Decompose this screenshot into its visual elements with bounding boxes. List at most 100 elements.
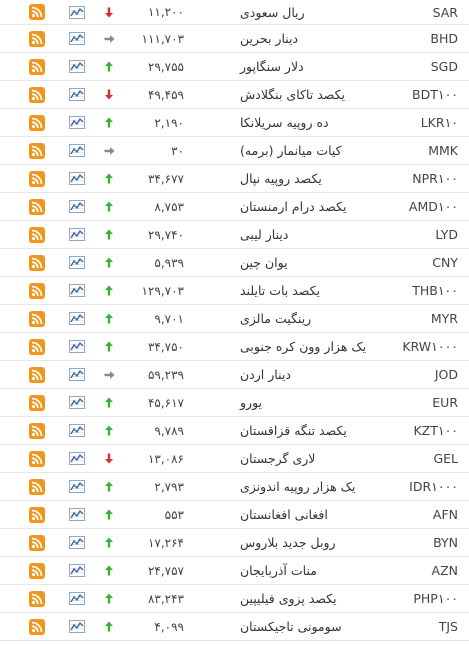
rss-icon[interactable]	[29, 114, 45, 131]
price-value: ۵۵۳	[164, 507, 184, 522]
rss-icon[interactable]	[29, 478, 45, 495]
rss-icon[interactable]	[29, 4, 45, 20]
rss-icon[interactable]	[29, 506, 45, 523]
rss-icon[interactable]	[29, 254, 45, 271]
price-value: ۱۳,۰۸۶	[147, 451, 184, 466]
table-row: ۲,۷۹۳ یک هزار روپیه اندونزی IDR۱۰۰۰	[0, 473, 469, 501]
chart-cell	[68, 25, 86, 52]
currency-name: یکصد بات تایلند	[240, 283, 321, 298]
rss-icon[interactable]	[29, 394, 45, 411]
line-chart-icon[interactable]	[69, 368, 85, 381]
line-chart-icon[interactable]	[69, 312, 85, 325]
line-chart-icon[interactable]	[69, 424, 85, 437]
currency-code: SGD	[430, 59, 458, 74]
line-chart-icon[interactable]	[69, 32, 85, 45]
rss-icon[interactable]	[29, 450, 45, 467]
price-value: ۳۰	[171, 143, 184, 158]
rss-icon[interactable]	[29, 58, 45, 75]
trend-cell	[102, 0, 116, 24]
chart-cell	[68, 165, 86, 192]
arrow-up-icon	[104, 229, 114, 240]
rss-icon[interactable]	[29, 198, 45, 215]
currency-code: AMD۱۰۰	[408, 199, 458, 214]
line-chart-icon[interactable]	[69, 592, 85, 605]
table-row: ۲۴,۷۵۷ منات آذربایجان AZN	[0, 557, 469, 585]
currency-code: AZN	[431, 563, 458, 578]
trend-cell	[102, 53, 116, 80]
chart-cell	[68, 557, 86, 584]
currency-code: BYN	[433, 535, 458, 550]
table-row: ۲,۱۹۰ ده روپیه سریلانکا LKR۱۰	[0, 109, 469, 137]
price-value: ۹,۷۰۱	[154, 311, 184, 326]
trend-cell	[102, 529, 116, 556]
table-row: ۱۱۱,۷۰۳ دینار بحرین BHD	[0, 25, 469, 53]
arrow-down-icon	[104, 89, 114, 100]
currency-name: افغانی افغانستان	[240, 507, 328, 522]
rss-cell	[28, 0, 46, 24]
rss-icon[interactable]	[29, 534, 45, 551]
rss-icon[interactable]	[29, 142, 45, 159]
rss-icon[interactable]	[29, 30, 45, 47]
price-value: ۹,۷۸۹	[154, 423, 184, 438]
table-row: ۱۱,۲۰۰ ریال سعودی SAR	[0, 0, 469, 25]
rss-icon[interactable]	[29, 562, 45, 579]
line-chart-icon[interactable]	[69, 536, 85, 549]
line-chart-icon[interactable]	[69, 340, 85, 353]
line-chart-icon[interactable]	[69, 200, 85, 213]
currency-name: یک هزار روپیه اندونزی	[240, 479, 356, 494]
currency-code: SAR	[432, 4, 458, 20]
rss-icon[interactable]	[29, 86, 45, 103]
currency-code: KZT۱۰۰	[413, 423, 458, 438]
line-chart-icon[interactable]	[69, 508, 85, 521]
currency-name: سومونی تاجیکستان	[240, 619, 342, 634]
rss-icon[interactable]	[29, 282, 45, 299]
rss-icon[interactable]	[29, 226, 45, 243]
line-chart-icon[interactable]	[69, 5, 85, 19]
line-chart-icon[interactable]	[69, 228, 85, 241]
rss-icon[interactable]	[29, 366, 45, 383]
price-value: ۱۱,۲۰۰	[147, 5, 184, 19]
trend-cell	[102, 165, 116, 192]
currency-name: دینار اردن	[240, 367, 291, 382]
rss-cell	[28, 557, 46, 584]
rss-cell	[28, 25, 46, 52]
table-row: ۴,۰۹۹ سومونی تاجیکستان TJS	[0, 613, 469, 641]
line-chart-icon[interactable]	[69, 396, 85, 409]
chart-cell	[68, 585, 86, 612]
table-row: ۴۵,۶۱۷ یورو EUR	[0, 389, 469, 417]
line-chart-icon[interactable]	[69, 116, 85, 129]
price-value: ۳۴,۶۷۷	[147, 171, 184, 186]
chart-cell	[68, 0, 86, 24]
table-row: ۳۴,۷۵۰ یک هزار وون کره جنوبی KRW۱۰۰۰	[0, 333, 469, 361]
table-row: ۴۹,۴۵۹ یکصد تاکای بنگلادش BDT۱۰۰	[0, 81, 469, 109]
line-chart-icon[interactable]	[69, 480, 85, 493]
line-chart-icon[interactable]	[69, 144, 85, 157]
currency-code: THB۱۰۰	[412, 283, 458, 298]
price-value: ۲۹,۷۴۰	[147, 227, 184, 242]
table-row: ۵۵۳ افغانی افغانستان AFN	[0, 501, 469, 529]
rss-icon[interactable]	[29, 338, 45, 355]
rss-icon[interactable]	[29, 422, 45, 439]
rss-icon[interactable]	[29, 618, 45, 635]
rss-icon[interactable]	[29, 170, 45, 187]
line-chart-icon[interactable]	[69, 88, 85, 101]
currency-name: لاری گرجستان	[240, 451, 316, 466]
arrow-up-icon	[104, 481, 114, 492]
line-chart-icon[interactable]	[69, 256, 85, 269]
line-chart-icon[interactable]	[69, 60, 85, 73]
arrow-up-icon	[104, 621, 114, 632]
line-chart-icon[interactable]	[69, 564, 85, 577]
rss-cell	[28, 277, 46, 304]
rss-icon[interactable]	[29, 310, 45, 327]
rss-icon[interactable]	[29, 590, 45, 607]
chart-cell	[68, 473, 86, 500]
line-chart-icon[interactable]	[69, 172, 85, 185]
line-chart-icon[interactable]	[69, 620, 85, 633]
line-chart-icon[interactable]	[69, 284, 85, 297]
trend-cell	[102, 585, 116, 612]
chart-cell	[68, 137, 86, 164]
arrow-up-icon	[104, 593, 114, 604]
line-chart-icon[interactable]	[69, 452, 85, 465]
chart-cell	[68, 389, 86, 416]
currency-name: یکصد روپیه نپال	[240, 171, 322, 186]
